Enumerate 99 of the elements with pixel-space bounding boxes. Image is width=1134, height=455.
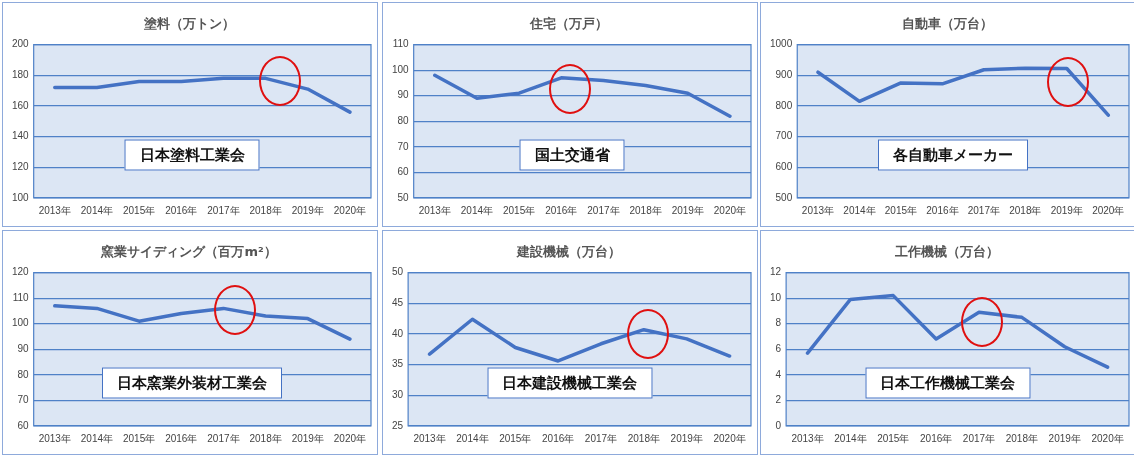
x-tick-label: 2020年 (333, 204, 367, 216)
x-tick-label: 2019年 (670, 432, 703, 444)
chart-title: 塗料（万トン） (142, 16, 235, 32)
y-tick-label: 4 (775, 368, 782, 380)
x-tick-label: 2017年 (207, 204, 240, 216)
annotation: 日本塗料工業会 (124, 139, 260, 171)
y-tick-label: 80 (397, 115, 410, 127)
x-tick-label: 2020年 (713, 432, 746, 444)
y-tick-label: 50 (392, 266, 404, 278)
chart-title: 工作機械（万台） (894, 244, 999, 260)
x-tick-label: 2018年 (627, 432, 660, 444)
y-tick-label: 100 (12, 191, 30, 203)
y-tick-label: 90 (397, 89, 410, 101)
y-tick-label: 1000 (770, 38, 793, 50)
y-tick-label: 50 (397, 191, 410, 203)
annotation: 国土交通省 (519, 139, 625, 171)
y-tick-label: 70 (17, 394, 30, 406)
x-tick-label: 2013年 (38, 204, 71, 216)
y-tick-label: 30 (392, 389, 404, 401)
y-tick-label: 40 (392, 327, 404, 339)
y-tick-label: 140 (12, 130, 30, 142)
x-tick-label: 2017年 (587, 204, 620, 216)
x-tick-label: 2014年 (456, 432, 489, 444)
y-tick-label: 60 (397, 166, 410, 178)
x-tick-label: 2016年 (545, 204, 578, 216)
x-tick-label: 2017年 (207, 432, 240, 444)
x-tick-label: 2018年 (629, 204, 662, 216)
y-tick-label: 100 (392, 63, 410, 75)
x-tick-label: 2015年 (502, 204, 536, 216)
x-tick-label: 2019年 (291, 204, 324, 216)
y-tick-label: 110 (392, 38, 410, 50)
x-tick-label: 2015年 (877, 432, 910, 444)
y-tick-label: 500 (775, 191, 793, 203)
x-tick-label: 2018年 (249, 204, 282, 216)
x-tick-label: 2014年 (460, 204, 494, 216)
x-tick-label: 2017年 (584, 432, 618, 444)
x-tick-label: 2017年 (962, 432, 996, 444)
chart-title: 窯業サイディング（百万m²） (100, 244, 277, 260)
y-tick-label: 120 (12, 161, 30, 173)
x-tick-label: 2020年 (1092, 204, 1125, 216)
y-tick-label: 800 (775, 99, 793, 111)
y-tick-label: 0 (775, 419, 782, 431)
x-tick-label: 2014年 (80, 432, 114, 444)
chart-title: 自動車（万台） (901, 16, 993, 32)
x-tick-label: 2020年 (1091, 432, 1124, 444)
annotation: 各自動車メーカー (878, 139, 1029, 171)
y-tick-label: 2 (775, 394, 782, 406)
y-tick-label: 6 (775, 343, 782, 355)
x-tick-label: 2015年 (122, 204, 156, 216)
y-tick-label: 110 (12, 291, 30, 303)
y-tick-label: 200 (12, 38, 30, 50)
x-tick-label: 2019年 (1048, 432, 1081, 444)
y-tick-label: 700 (775, 130, 793, 142)
x-tick-label: 2020年 (333, 432, 367, 444)
x-tick-label: 2019年 (291, 432, 324, 444)
x-tick-label: 2017年 (967, 204, 1000, 216)
chart-title: 建設機械（万台） (516, 244, 621, 260)
x-tick-label: 2018年 (1009, 204, 1042, 216)
y-tick-label: 160 (12, 99, 30, 111)
x-tick-label: 2015年 (499, 432, 532, 444)
x-tick-label: 2018年 (249, 432, 282, 444)
x-tick-label: 2019年 (1050, 204, 1083, 216)
x-tick-label: 2016年 (542, 432, 575, 444)
y-tick-label: 45 (392, 297, 404, 309)
y-tick-label: 120 (12, 266, 30, 278)
x-tick-label: 2016年 (920, 432, 953, 444)
x-tick-label: 2014年 (834, 432, 867, 444)
y-tick-label: 35 (392, 358, 404, 370)
chart-title: 住宅（万戸） (529, 16, 608, 32)
x-tick-label: 2019年 (671, 204, 704, 216)
y-tick-label: 90 (17, 343, 30, 355)
x-tick-label: 2020年 (713, 204, 747, 216)
x-tick-label: 2014年 (843, 204, 876, 216)
y-tick-label: 25 (392, 419, 404, 431)
annotation: 日本工作機械工業会 (865, 367, 1031, 399)
y-tick-label: 900 (775, 69, 793, 81)
x-tick-label: 2015年 (122, 432, 156, 444)
y-tick-label: 10 (770, 291, 782, 303)
y-tick-label: 70 (397, 140, 410, 152)
y-tick-label: 8 (775, 317, 782, 329)
x-tick-label: 2016年 (165, 204, 198, 216)
x-tick-label: 2016年 (926, 204, 959, 216)
x-tick-label: 2013年 (791, 432, 824, 444)
x-tick-label: 2014年 (80, 204, 114, 216)
x-tick-label: 2013年 (418, 204, 451, 216)
x-tick-label: 2013年 (801, 204, 835, 216)
y-tick-label: 100 (12, 317, 30, 329)
x-tick-label: 2016年 (165, 432, 198, 444)
annotation: 日本建設機械工業会 (487, 367, 653, 399)
x-tick-label: 2015年 (884, 204, 918, 216)
y-tick-label: 600 (775, 161, 793, 173)
x-tick-label: 2013年 (38, 432, 71, 444)
y-tick-label: 60 (17, 419, 30, 431)
y-tick-label: 180 (12, 69, 30, 81)
y-tick-label: 80 (17, 368, 30, 380)
y-tick-label: 12 (770, 266, 782, 278)
x-tick-label: 2018年 (1005, 432, 1038, 444)
annotation: 日本窯業外装材工業会 (102, 367, 283, 399)
x-tick-label: 2013年 (413, 432, 446, 444)
